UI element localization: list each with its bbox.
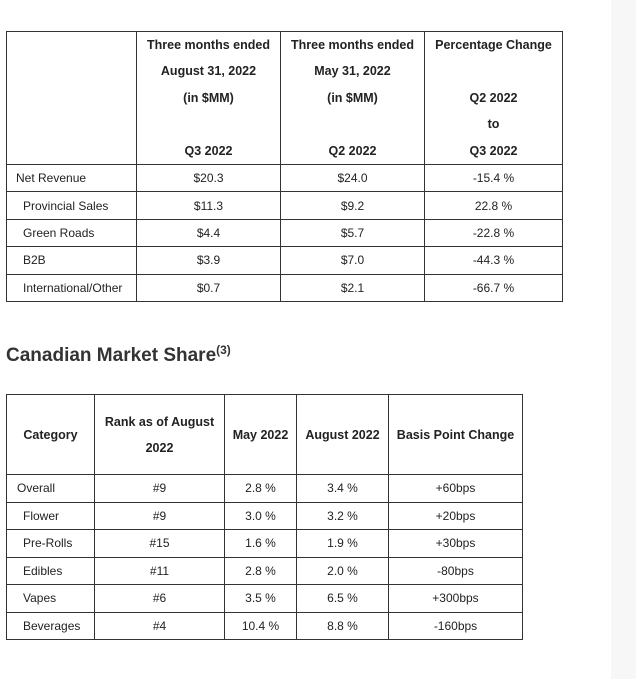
row-label: Net Revenue	[6, 163, 137, 193]
cell-may: 3.5 %	[224, 584, 297, 613]
header-line: 2022	[145, 440, 174, 455]
cell-q2: $9.2	[280, 191, 425, 220]
row-category: Flower	[6, 501, 95, 530]
row-category: Overall	[6, 474, 95, 503]
row-label: Provincial Sales	[6, 191, 137, 220]
header-may: May 2022	[224, 394, 297, 475]
table-row: Net Revenue $20.3 $24.0 -15.4 %	[6, 163, 563, 193]
cell-q3: $11.3	[136, 191, 281, 220]
cell-q2: $2.1	[280, 273, 425, 302]
revenue-header-pct: Percentage Change Q2 2022 to Q3 2022	[424, 31, 563, 165]
section-heading: Canadian Market Share(3)	[6, 343, 231, 367]
cell-pct: -15.4 %	[424, 163, 563, 193]
revenue-header-q3: Three months ended August 31, 2022 (in $…	[136, 31, 281, 165]
cell-rank: #11	[94, 556, 225, 585]
cell-rank: #9	[94, 501, 225, 530]
cell-bps: +300bps	[388, 584, 523, 613]
header-line: Three months ended	[147, 38, 270, 52]
header-line: Q3 2022	[184, 143, 233, 158]
revenue-header-q2: Three months ended May 31, 2022 (in $MM)…	[280, 31, 425, 165]
cell-q3: $4.4	[136, 218, 281, 248]
header-category: Category	[6, 394, 95, 475]
row-label: Green Roads	[6, 218, 137, 248]
table-row: Green Roads $4.4 $5.7 -22.8 %	[6, 218, 563, 248]
header-line: (in $MM)	[183, 90, 234, 105]
market-share-table: Category Rank as of August 2022 May 2022…	[6, 394, 523, 640]
cell-bps: +30bps	[388, 529, 523, 558]
table-row: Provincial Sales $11.3 $9.2 22.8 %	[6, 191, 563, 220]
header-line	[138, 111, 280, 137]
cell-may: 2.8 %	[224, 556, 297, 585]
table-row: Vapes #6 3.5 % 6.5 % +300bps	[6, 584, 523, 613]
cell-aug: 3.2 %	[296, 501, 389, 530]
cell-aug: 1.9 %	[296, 529, 389, 558]
cell-rank: #9	[94, 474, 225, 503]
cell-rank: #15	[94, 529, 225, 558]
cell-aug: 2.0 %	[296, 556, 389, 585]
header-line: Three months ended	[291, 38, 414, 52]
header-line: Percentage Change	[435, 38, 552, 52]
revenue-header-empty	[6, 31, 137, 165]
cell-pct: -22.8 %	[424, 218, 563, 248]
table-row: Flower #9 3.0 % 3.2 % +20bps	[6, 501, 523, 530]
cell-may: 10.4 %	[224, 611, 297, 640]
header-line	[282, 111, 424, 137]
header-line: Rank as of August	[104, 414, 215, 429]
cell-may: 2.8 %	[224, 474, 297, 503]
cell-bps: +20bps	[388, 501, 523, 530]
cell-bps: +60bps	[388, 474, 523, 503]
revenue-header-row: Three months ended August 31, 2022 (in $…	[6, 31, 563, 165]
cell-pct: -44.3 %	[424, 246, 563, 275]
header-line: (in $MM)	[327, 90, 378, 105]
row-category: Vapes	[6, 584, 95, 613]
footnote-ref: (3)	[216, 343, 231, 357]
header-rank: Rank as of August 2022	[94, 394, 225, 475]
section-title: Canadian Market Share	[6, 345, 217, 366]
revenue-table: Three months ended August 31, 2022 (in $…	[6, 31, 563, 302]
table-row: Edibles #11 2.8 % 2.0 % -80bps	[6, 556, 523, 585]
header-line: August 31, 2022	[160, 64, 257, 79]
row-category: Beverages	[6, 611, 95, 640]
cell-rank: #4	[94, 611, 225, 640]
header-bps: Basis Point Change	[388, 394, 523, 475]
cell-bps: -160bps	[388, 611, 523, 640]
cell-pct: 22.8 %	[424, 191, 563, 220]
cell-q3: $3.9	[136, 246, 281, 275]
cell-aug: 3.4 %	[296, 474, 389, 503]
market-header-row: Category Rank as of August 2022 May 2022…	[6, 394, 523, 475]
cell-aug: 6.5 %	[296, 584, 389, 613]
cell-q2: $5.7	[280, 218, 425, 248]
row-category: Edibles	[6, 556, 95, 585]
cell-rank: #6	[94, 584, 225, 613]
header-line: Q3 2022	[469, 143, 518, 158]
cell-q3: $20.3	[136, 163, 281, 193]
row-category: Pre-Rolls	[6, 529, 95, 558]
cell-q2: $24.0	[280, 163, 425, 193]
cell-q3: $0.7	[136, 273, 281, 302]
header-line: Q2 2022	[469, 90, 518, 105]
header-line	[426, 58, 562, 84]
table-row: B2B $3.9 $7.0 -44.3 %	[6, 246, 563, 275]
row-label: B2B	[6, 246, 137, 275]
cell-may: 1.6 %	[224, 529, 297, 558]
table-row: International/Other $0.7 $2.1 -66.7 %	[6, 273, 563, 302]
header-line: to	[487, 117, 500, 132]
page-margin	[611, 0, 636, 679]
header-aug: August 2022	[296, 394, 389, 475]
header-line: Q2 2022	[328, 143, 377, 158]
table-row: Overall #9 2.8 % 3.4 % +60bps	[6, 474, 523, 503]
cell-bps: -80bps	[388, 556, 523, 585]
cell-may: 3.0 %	[224, 501, 297, 530]
cell-q2: $7.0	[280, 246, 425, 275]
cell-pct: -66.7 %	[424, 273, 563, 302]
header-line: May 31, 2022	[314, 64, 391, 79]
table-row: Beverages #4 10.4 % 8.8 % -160bps	[6, 611, 523, 640]
table-row: Pre-Rolls #15 1.6 % 1.9 % +30bps	[6, 529, 523, 558]
row-label: International/Other	[6, 273, 137, 302]
cell-aug: 8.8 %	[296, 611, 389, 640]
